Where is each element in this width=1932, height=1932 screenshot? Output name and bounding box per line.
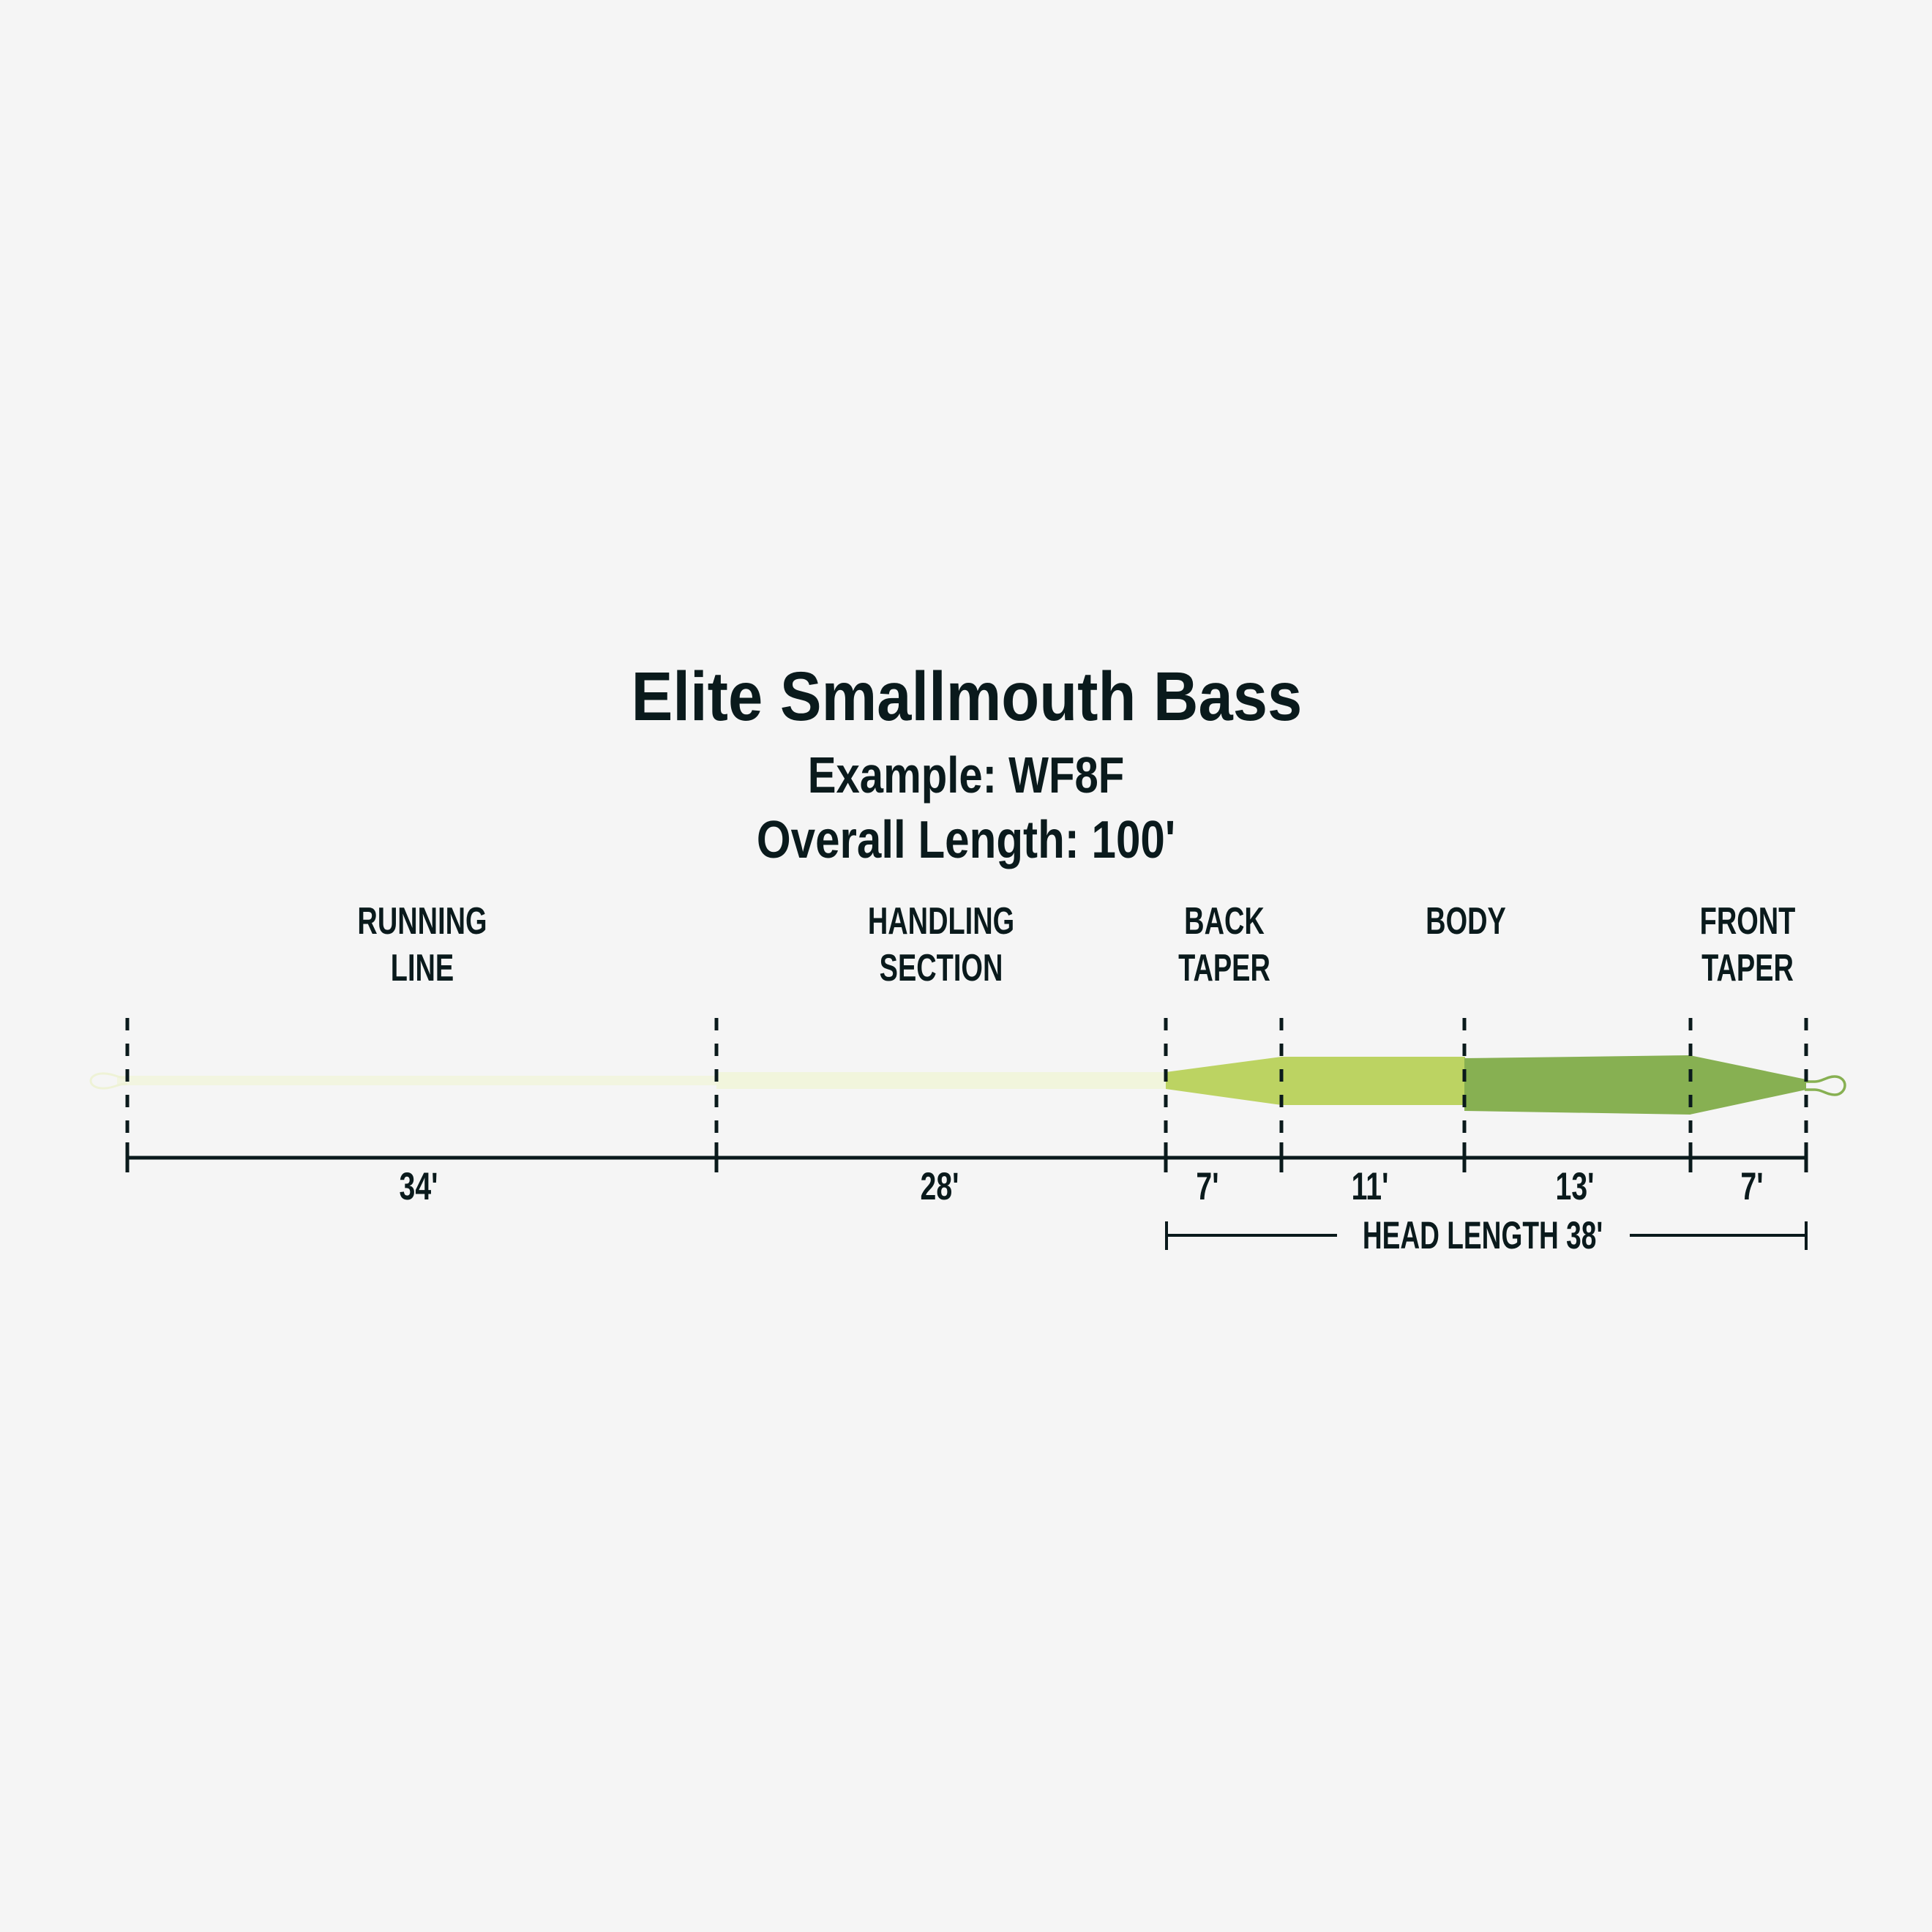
label-line-2: TAPER <box>1178 947 1270 989</box>
length-value: 7' <box>1740 1165 1764 1208</box>
body-rear <box>1281 1057 1465 1105</box>
label-line-1: RUNNING <box>357 900 487 943</box>
label-back-taper: BACK TAPER <box>1161 898 1287 992</box>
label-line-2: LINE <box>390 947 454 989</box>
length-handling-section: 28' <box>913 1167 966 1206</box>
length-body-front: 13' <box>1549 1167 1601 1206</box>
label-line-1: BACK <box>1184 900 1265 943</box>
back-taper <box>1166 1057 1281 1105</box>
length-value: 28' <box>920 1165 959 1208</box>
label-line-2: SECTION <box>879 947 1003 989</box>
length-running-line: 34' <box>392 1167 445 1206</box>
length-value: 13' <box>1555 1165 1595 1208</box>
label-running-line: RUNNING LINE <box>334 898 512 992</box>
label-body: BODY <box>1411 898 1521 945</box>
label-line-1: FRONT <box>1699 900 1796 943</box>
label-line-1: BODY <box>1426 900 1506 943</box>
example-line: Example: WF8F <box>775 749 1156 801</box>
front-taper <box>1690 1055 1806 1115</box>
label-handling-section: HANDLING SECTION <box>841 898 1041 992</box>
label-line-1: HANDLING <box>867 900 1015 943</box>
title-text: Elite Smallmouth Bass <box>631 658 1303 735</box>
handling-section <box>716 1072 1166 1089</box>
section-dividers <box>125 1018 1808 1139</box>
length-value: 11' <box>1351 1165 1389 1208</box>
example-text: Example: WF8F <box>807 746 1125 804</box>
length-back-taper: 7' <box>1192 1167 1223 1206</box>
body-front <box>1464 1055 1690 1115</box>
length-body-rear: 11' <box>1345 1167 1396 1206</box>
running-line <box>89 1072 717 1090</box>
label-line-2: TAPER <box>1701 947 1794 989</box>
rear-loop-icon <box>89 1072 128 1090</box>
label-front-taper: FRONT TAPER <box>1682 898 1813 992</box>
length-value: 7' <box>1196 1165 1219 1208</box>
length-value: 34' <box>399 1165 438 1208</box>
overall-length-text: Overall Length: 100' <box>756 811 1176 869</box>
dimension-line <box>125 1142 1808 1172</box>
diagram-title: Elite Smallmouth Bass <box>592 662 1341 732</box>
length-front-taper: 7' <box>1737 1167 1767 1206</box>
head-length-label: HEAD LENGTH 38' <box>1311 1216 1654 1255</box>
head-length-text: HEAD LENGTH 38' <box>1362 1214 1603 1257</box>
head-length-bracket <box>1165 1221 1808 1250</box>
front-loop-icon <box>1805 1075 1846 1096</box>
overall-length: Overall Length: 100' <box>715 814 1216 866</box>
